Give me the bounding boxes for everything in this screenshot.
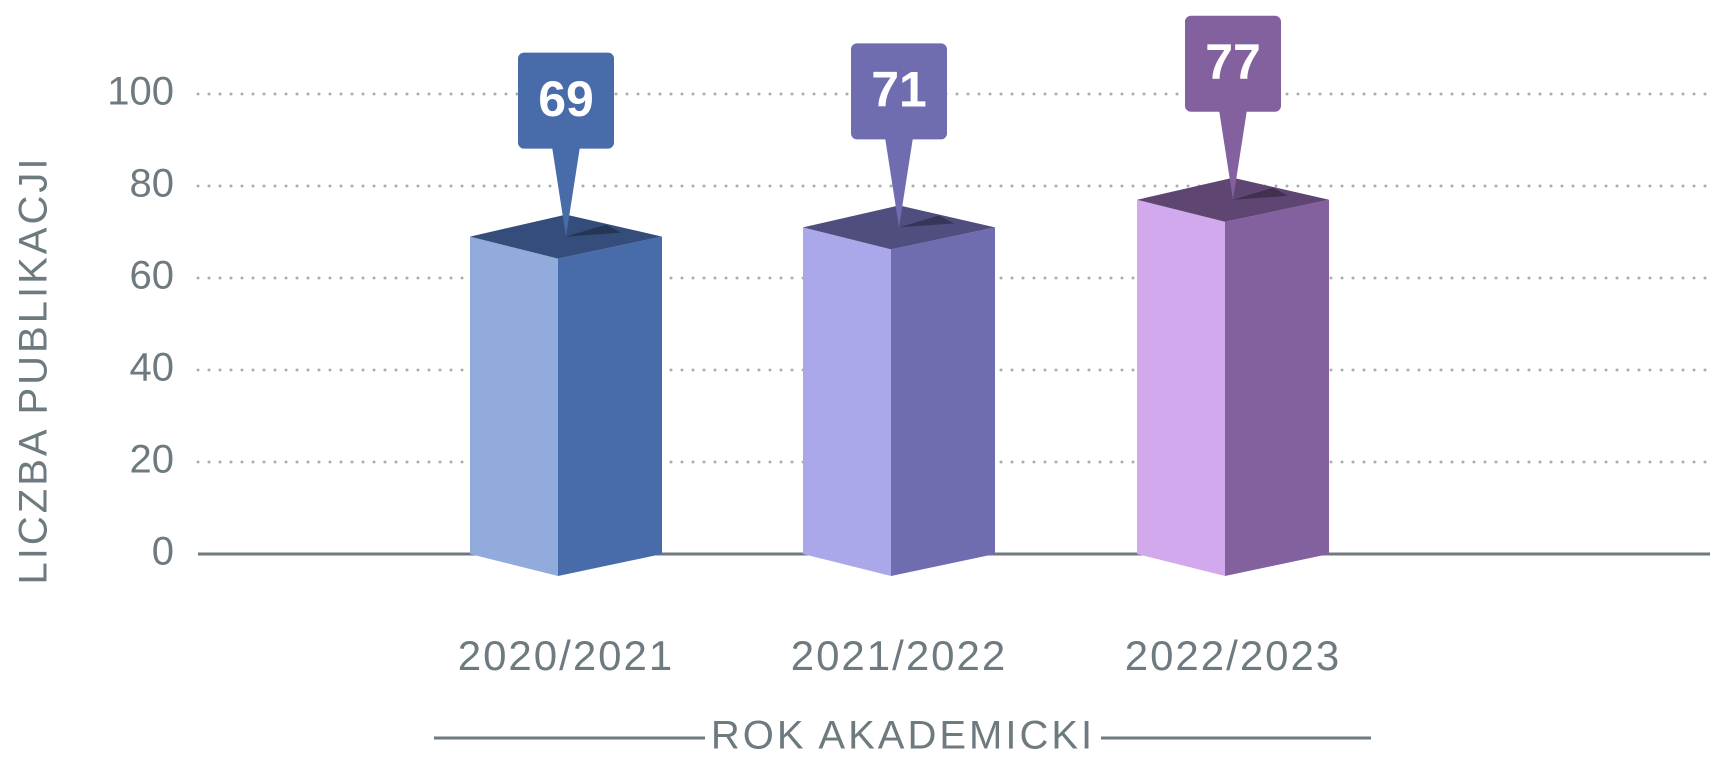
value-label: 77 (1205, 34, 1261, 90)
bar-face-side (891, 227, 995, 576)
bar-face-side (1225, 199, 1329, 577)
y-tick-label: 40 (130, 346, 175, 390)
x-axis-title: ROK AKADEMICKI (711, 714, 1095, 757)
label-pointer (552, 146, 580, 237)
bar (1137, 177, 1329, 577)
bar-face-side (558, 236, 662, 576)
x-tick-label: 2020/2021 (458, 632, 675, 679)
bar (803, 205, 995, 576)
bar-top-shadow (566, 224, 621, 237)
bar-face-front (1137, 199, 1225, 577)
x-tick-label: 2022/2023 (1125, 632, 1342, 679)
bar-top-shadow (1233, 187, 1288, 200)
x-tick-label: 2021/2022 (791, 632, 1008, 679)
label-box (518, 52, 614, 149)
y-axis-title: LICZBA PUBLIKACJI (12, 156, 56, 585)
value-label: 71 (871, 62, 927, 118)
bar (470, 214, 662, 576)
bar-face-front (470, 236, 558, 576)
label-pointer (1219, 109, 1247, 200)
label-box (851, 43, 947, 140)
value-label: 69 (538, 71, 594, 127)
y-tick-label: 100 (107, 70, 174, 114)
y-tick-label: 20 (130, 438, 175, 482)
bar-top-shadow (899, 215, 954, 228)
y-tick-label: 60 (130, 254, 175, 298)
label-pointer (885, 137, 913, 228)
bar-face-front (803, 227, 891, 576)
label-box (1185, 15, 1281, 112)
y-tick-label: 0 (152, 530, 174, 574)
y-tick-label: 80 (130, 162, 175, 206)
